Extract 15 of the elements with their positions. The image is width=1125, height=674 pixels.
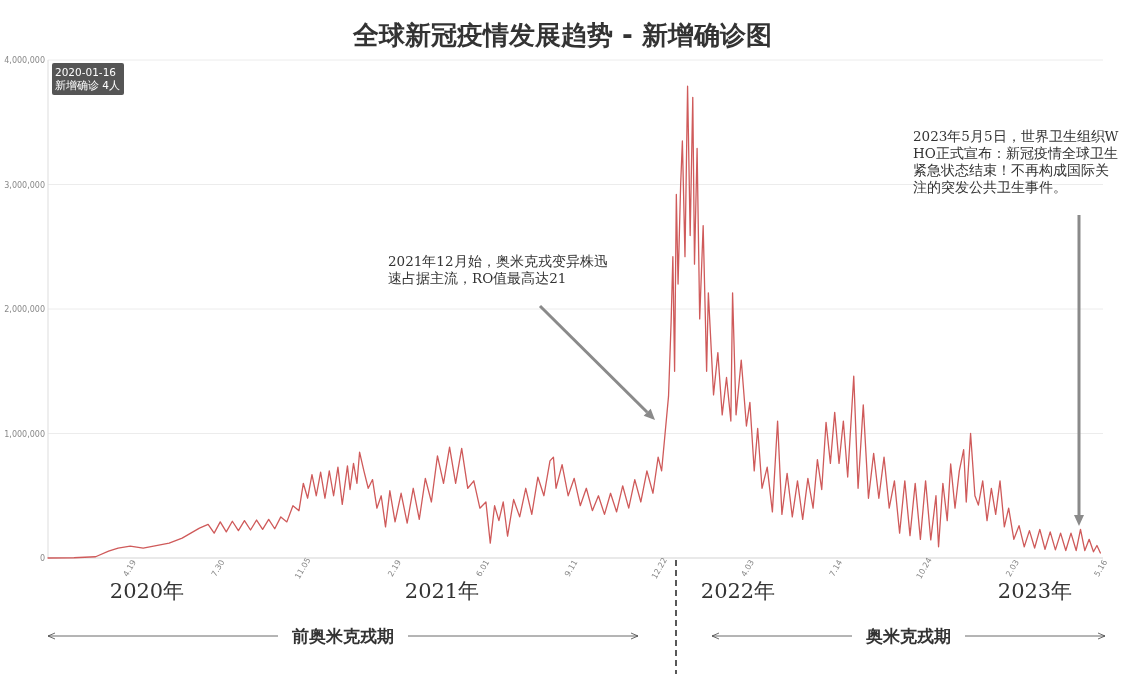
y-tick-label: 3,000,000 — [4, 180, 45, 190]
y-tick-label: 4,000,000 — [4, 56, 45, 65]
y-tick-label: 1,000,000 — [4, 429, 45, 439]
y-tick-label: 2,000,000 — [4, 305, 45, 314]
text: 奥米克戎期 — [865, 626, 951, 646]
text: 2023年 — [997, 579, 1073, 603]
chart-title: 全球新冠疫情发展趋势 - 新增确诊图 — [352, 20, 772, 50]
annotation: 2020-01-16 新增确诊 4人 — [55, 66, 121, 91]
annotation: 2023年5月5日，世界卫生组织WHO正式宣布：新冠疫情全球卫生紧急状态结束！不再构成国际关注的突发公共卫生事件。 — [913, 128, 1119, 195]
annotation: 2021年12月始，奥米克戎变异株迅速占据主流，RO值最高达21 — [388, 253, 608, 286]
text: 前奥米克戎期 — [291, 626, 394, 646]
text: 2020年 — [109, 579, 185, 603]
text: 2021年 — [404, 579, 480, 603]
y-tick-label: 0 — [39, 554, 45, 563]
text: 2022年 — [700, 579, 776, 603]
